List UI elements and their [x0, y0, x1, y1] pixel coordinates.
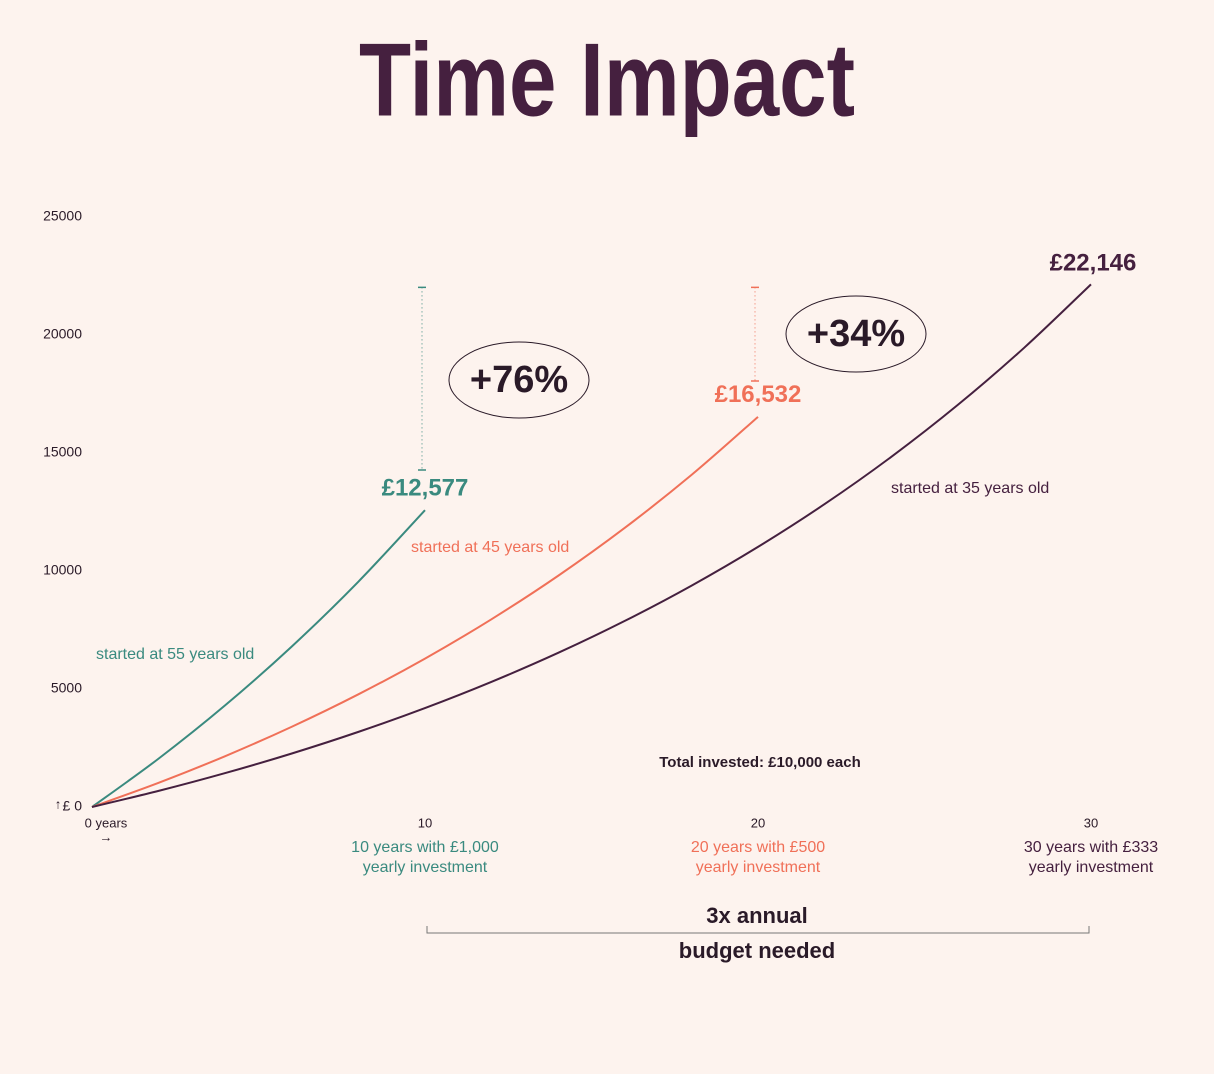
series-label: started at 55 years old — [96, 646, 254, 663]
value-label: £22,146 — [1050, 250, 1137, 277]
x-note: 20 years with £500 — [691, 839, 825, 856]
y-tick-label: 15000 — [43, 444, 82, 460]
line — [91, 509, 426, 808]
y-tick-label: 25000 — [43, 208, 82, 224]
budget-note: budget needed — [679, 938, 835, 963]
line — [91, 283, 1092, 808]
budget-bracket — [426, 926, 1090, 934]
x-note: yearly investment — [1029, 859, 1154, 876]
x-note: yearly investment — [363, 859, 488, 876]
x-tick-label: 20 — [751, 815, 765, 830]
badge — [448, 341, 590, 419]
value-label: £12,577 — [382, 475, 469, 502]
budget-note: 3x annual — [706, 903, 807, 928]
badge — [785, 295, 927, 373]
y-tick-label: 5000 — [51, 680, 82, 696]
annotation: +76% — [470, 359, 568, 401]
x-note: yearly investment — [696, 859, 821, 876]
x-arrow: → — [100, 829, 113, 844]
annotation: Total invested: £10,000 each — [659, 754, 860, 771]
line — [91, 416, 759, 808]
y-tick-label: 20000 — [43, 326, 82, 342]
x-tick-label: 10 — [418, 815, 432, 830]
x-tick-label: 0 years — [85, 815, 128, 830]
chart-title: Time Impact — [359, 23, 855, 139]
x-tick-label: 30 — [1084, 815, 1098, 830]
x-note: 10 years with £1,000 — [351, 839, 499, 856]
y-tick-label: 10000 — [43, 562, 82, 578]
x-note: 30 years with £333 — [1024, 839, 1158, 856]
series-label: started at 35 years old — [891, 480, 1049, 497]
y-tick-label: £ 0 — [63, 798, 83, 814]
series-label: started at 45 years old — [411, 539, 569, 556]
value-label: £16,532 — [715, 381, 802, 408]
annotation: +34% — [807, 313, 905, 355]
y-arrow: ↑ — [55, 796, 62, 811]
